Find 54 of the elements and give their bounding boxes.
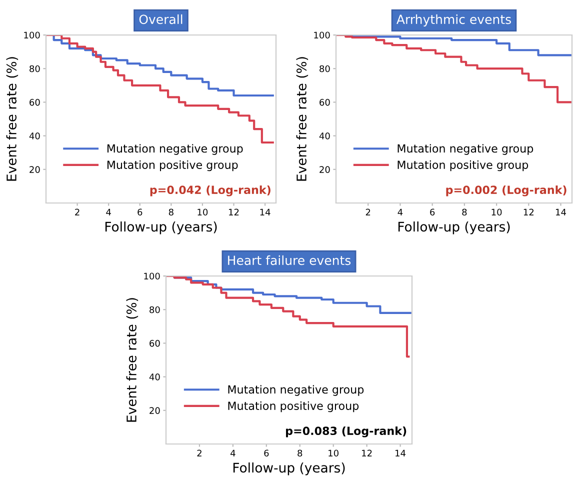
x-tick-label: 8 <box>168 208 174 216</box>
x-axis-title: Follow-up (years) <box>105 221 217 234</box>
y-axis-title: Event free rate (%) <box>296 57 308 181</box>
x-tick-label: 2 <box>75 208 80 216</box>
x-tick-label: 10 <box>198 208 208 216</box>
y-axis-title: Event free rate (%) <box>126 298 138 422</box>
y-tick-label: 80 <box>30 65 40 72</box>
y-tick-label: 100 <box>24 32 40 39</box>
x-tick-label: 8 <box>298 450 302 457</box>
y-tick-label: 40 <box>319 132 330 140</box>
legend-label: Mutation positive group <box>228 401 359 412</box>
x-tick-label: 2 <box>197 450 202 456</box>
y-tick-label: 40 <box>29 132 40 140</box>
y-tick-label: 60 <box>320 98 330 106</box>
y-tick-label: 60 <box>30 98 40 106</box>
legend-label: Mutation negative group <box>398 144 534 155</box>
y-tick-label: 80 <box>150 306 160 314</box>
x-tick-label: 2 <box>366 208 370 216</box>
x-tick-label: 10 <box>492 208 502 216</box>
y-tick-label: 40 <box>149 374 160 380</box>
x-tick-label: 8 <box>462 208 467 216</box>
x-tick-label: 6 <box>138 208 142 216</box>
chart-title: Overall <box>139 14 182 24</box>
x-tick-label: 12 <box>362 450 372 456</box>
y-tick-label: 80 <box>320 65 330 72</box>
legend-label: Mutation positive group <box>398 160 528 172</box>
y-tick-label: 20 <box>30 166 40 173</box>
legend-label: Mutation negative group <box>228 385 364 396</box>
x-tick-label: 14 <box>396 450 406 456</box>
chart-title: Arrhythmic events <box>396 14 511 26</box>
x-tick-label: 6 <box>430 208 435 216</box>
x-tick-label: 4 <box>398 208 403 216</box>
legend-label: Mutation positive group <box>107 160 238 172</box>
x-tick-label: 10 <box>328 450 338 457</box>
x-axis-title: Follow-up (years) <box>233 462 345 476</box>
y-tick-label: 100 <box>314 32 330 39</box>
x-tick-label: 6 <box>264 450 269 457</box>
chart-title: Heart failure events <box>228 255 351 266</box>
x-axis-title: Follow-up (years) <box>398 221 510 234</box>
x-tick-label: 4 <box>106 208 111 216</box>
y-axis-title: Event free rate (%) <box>6 57 18 181</box>
legend-label: Mutation negative group <box>107 144 243 155</box>
x-tick-label: 12 <box>229 208 239 216</box>
x-tick-label: 12 <box>524 208 534 216</box>
annotation: p=0.042 (Log-rank) <box>150 185 270 196</box>
x-tick-label: 14 <box>260 208 270 216</box>
x-tick-label: 4 <box>230 450 236 456</box>
annotation: p=0.002 (Log-rank) <box>446 185 566 196</box>
annotation: p=0.083 (Log-rank) <box>286 426 406 438</box>
y-tick-label: 100 <box>144 272 160 280</box>
y-tick-label: 20 <box>320 166 330 173</box>
y-tick-label: 20 <box>150 407 160 414</box>
x-tick-label: 14 <box>556 208 566 216</box>
y-tick-label: 60 <box>150 340 160 347</box>
